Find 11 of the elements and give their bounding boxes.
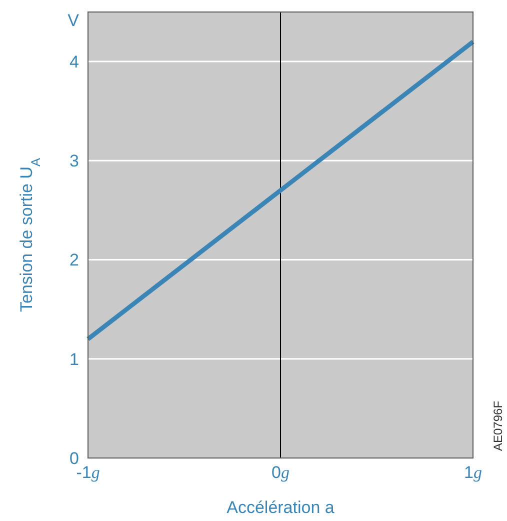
y-tick-label: V [68,10,80,30]
x-tick-label: 1g [464,463,482,482]
x-tick-label: -1g [76,463,100,482]
y-tick-label: 1 [70,350,79,369]
y-tick-label: 3 [70,152,79,171]
y-tick-label: 0 [70,448,79,468]
y-tick-label: 2 [70,250,79,270]
x-axis-title: Accélération a [226,498,335,517]
y-tick-label: 4 [70,52,79,72]
x-tick-label: 0g [272,463,290,482]
text: AE0796F [491,400,505,451]
